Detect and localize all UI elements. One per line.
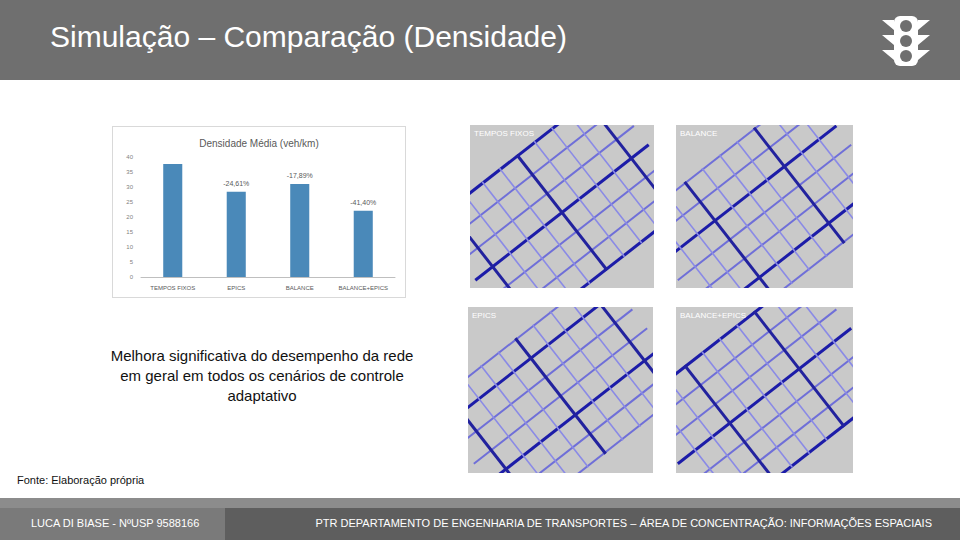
html-text:PTR DEPARTAMENTO DE ENGENHARIA: PTR DEPARTAMENTO DE ENGENHARIA DE TRANSP…	[315, 517, 932, 529]
html-text:BALANCE+EPICS: BALANCE+EPICS	[680, 311, 746, 320]
html-text:TEMPOS FIXOS: TEMPOS FIXOS	[474, 129, 534, 138]
svg-text:10: 10	[126, 244, 133, 250]
svg-text:-17,89%: -17,89%	[287, 172, 313, 179]
html-text:Simulação – Comparação (Densid: Simulação – Comparação (Densidade)	[50, 20, 567, 53]
svg-text:5: 5	[130, 259, 134, 265]
html-text:LUCA DI BIASE - NºUSP 9588166: LUCA DI BIASE - NºUSP 9588166	[31, 517, 200, 529]
svg-text:15: 15	[126, 229, 133, 235]
svg-text:Densidade Média (veh/km): Densidade Média (veh/km)	[199, 138, 319, 149]
svg-text:BALANCE: BALANCE	[286, 285, 314, 291]
svg-text:-24,61%: -24,61%	[223, 180, 249, 187]
svg-text:BALANCE+EPICS: BALANCE+EPICS	[338, 285, 388, 291]
svg-text:-41,40%: -41,40%	[350, 199, 376, 206]
html-text:Melhora significativa do desem: Melhora significativa do desempenho da r…	[110, 347, 414, 404]
svg-text:40: 40	[126, 154, 133, 160]
html-text:EPICS: EPICS	[472, 311, 496, 320]
svg-text:30: 30	[126, 184, 133, 190]
html-text:Fonte: Elaboração própria: Fonte: Elaboração própria	[17, 474, 145, 486]
svg-text:0: 0	[130, 274, 134, 280]
svg-text:35: 35	[126, 169, 133, 175]
html-text:BALANCE: BALANCE	[680, 129, 718, 138]
svg-text:25: 25	[126, 199, 133, 205]
svg-text:20: 20	[126, 214, 133, 220]
svg-text:TEMPOS FIXOS: TEMPOS FIXOS	[150, 285, 195, 291]
svg-text:EPICS: EPICS	[227, 285, 245, 291]
